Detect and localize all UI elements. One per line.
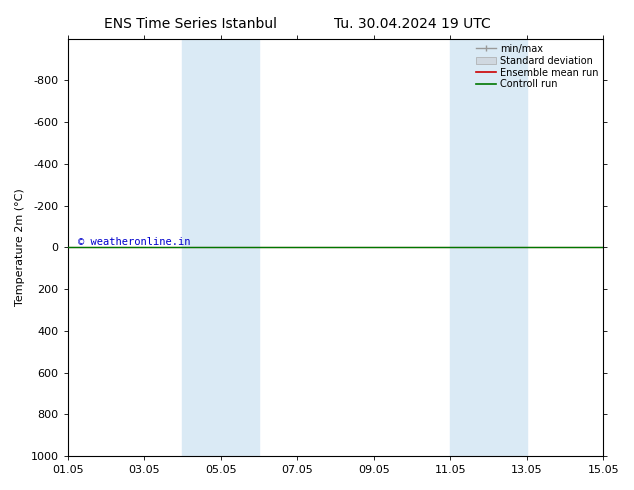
Y-axis label: Temperature 2m (°C): Temperature 2m (°C): [15, 189, 25, 306]
Legend: min/max, Standard deviation, Ensemble mean run, Controll run: min/max, Standard deviation, Ensemble me…: [472, 40, 602, 94]
Text: ENS Time Series Istanbul: ENS Time Series Istanbul: [104, 17, 276, 31]
Text: © weatheronline.in: © weatheronline.in: [78, 237, 191, 247]
Bar: [450, 39, 527, 456]
Text: Tu. 30.04.2024 19 UTC: Tu. 30.04.2024 19 UTC: [333, 17, 491, 31]
Bar: [183, 39, 259, 456]
